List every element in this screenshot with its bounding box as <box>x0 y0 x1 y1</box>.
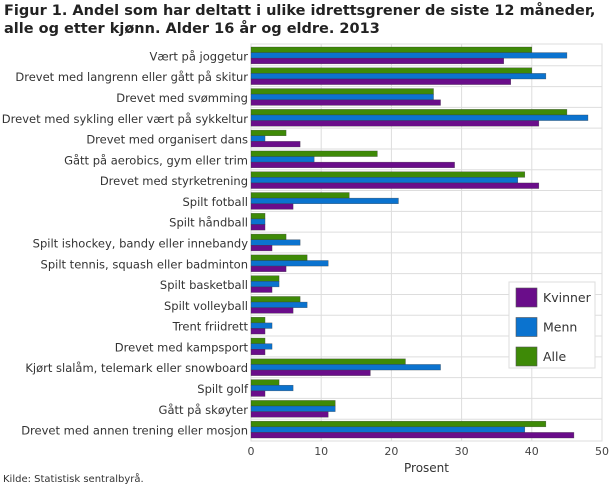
x-tick-label: 20 <box>384 445 398 458</box>
legend-label: Alle <box>543 349 566 364</box>
bar-alle <box>250 88 434 95</box>
bar-alle <box>250 254 308 261</box>
bar-kvinner <box>250 286 273 293</box>
legend-label: Kvinner <box>543 290 592 305</box>
category-label: Drevet med langrenn eller gått på skitur <box>15 70 248 84</box>
bar-menn <box>250 405 336 412</box>
bar-kvinner <box>250 78 511 85</box>
x-tick-label: 30 <box>455 445 469 458</box>
source-note: Kilde: Statistisk sentralbyrå. <box>3 474 144 485</box>
bar-kvinner <box>250 203 294 210</box>
bar-menn <box>250 343 273 350</box>
bar-kvinner <box>250 265 287 272</box>
bar-menn <box>250 239 301 246</box>
bar-kvinner <box>250 182 540 189</box>
bar-alle <box>250 358 406 365</box>
bar-kvinner <box>250 245 273 252</box>
bar-kvinner <box>250 432 575 439</box>
chart-title: Figur 1. Andel som har deltatt i ulike i… <box>4 3 596 37</box>
bar-menn <box>250 281 280 288</box>
bar-alle <box>250 379 280 386</box>
bar-alle <box>250 192 350 199</box>
bar-menn <box>250 322 273 329</box>
legend-swatch-kvinner <box>515 287 538 308</box>
bar-alle <box>250 129 287 137</box>
bar-menn <box>250 260 329 267</box>
legend-swatch-alle <box>515 346 538 367</box>
category-label: Drevet med svømming <box>116 91 248 105</box>
bar-kvinner <box>250 369 371 376</box>
bar-menn <box>250 426 526 433</box>
category-label: Gått på skøyter <box>159 403 249 417</box>
category-label: Spilt golf <box>197 382 249 396</box>
bar-kvinner <box>250 161 455 168</box>
bar-alle <box>250 400 336 407</box>
bar-menn <box>250 197 399 204</box>
bar-alle <box>250 317 266 324</box>
x-tick-label: 10 <box>314 445 328 458</box>
x-tick-label: 40 <box>525 445 539 458</box>
bar-alle <box>250 46 533 53</box>
bar-menn <box>250 114 589 121</box>
bar-alle <box>250 275 280 282</box>
bar-menn <box>250 364 441 371</box>
bar-kvinner <box>250 390 266 397</box>
bar-kvinner <box>250 307 294 314</box>
category-label: Spilt basketball <box>160 278 248 292</box>
bar-alle <box>250 296 301 303</box>
bar-kvinner <box>250 349 266 356</box>
bar-menn <box>250 135 266 142</box>
bar-menn <box>250 218 266 225</box>
x-axis-label: Prosent <box>404 461 449 475</box>
category-label: Spilt tennis, squash eller badminton <box>41 257 248 271</box>
bar-kvinner <box>250 141 301 148</box>
legend-swatch-menn <box>515 317 538 337</box>
category-label: Spilt håndball <box>169 216 248 230</box>
category-label: Drevet med sykling eller vært på sykkelt… <box>2 112 248 126</box>
bar-alle <box>250 109 568 116</box>
bar-kvinner <box>250 328 266 335</box>
bar-menn <box>250 301 308 308</box>
bar-kvinner <box>250 99 441 106</box>
bar-alle <box>250 233 287 240</box>
category-label: Spilt ishockey, bandy eller innebandy <box>33 237 249 251</box>
category-label: Spilt fotball <box>183 195 249 209</box>
bar-alle <box>250 213 266 220</box>
bar-menn <box>250 177 519 184</box>
bar-alle <box>250 420 547 428</box>
bar-kvinner <box>250 120 540 127</box>
category-label: Drevet med styrketrening <box>100 174 248 188</box>
bar-alle <box>250 337 266 344</box>
bar-alle <box>250 171 526 178</box>
category-label: Drevet med annen trening eller mosjon <box>21 424 248 438</box>
category-label: Drevet med kampsport <box>115 340 249 354</box>
category-label: Drevet med organisert dans <box>86 133 248 147</box>
bar-menn <box>250 93 434 101</box>
bar-kvinner <box>250 411 329 418</box>
legend-label: Menn <box>543 320 577 335</box>
bar-kvinner <box>250 57 504 65</box>
x-tick-label: 50 <box>595 445 609 458</box>
bar-menn <box>250 52 568 59</box>
bar-menn <box>250 156 315 163</box>
bar-alle <box>250 67 533 74</box>
category-label: Trent friidrett <box>172 320 249 334</box>
category-label: Gått på aerobics, gym eller trim <box>64 153 248 167</box>
category-label: Kjørt slalåm, telemark eller snowboard <box>25 361 248 375</box>
x-tick-label: 0 <box>248 445 255 458</box>
bar-alle <box>250 150 378 157</box>
category-label: Vært på joggetur <box>150 49 249 63</box>
bar-menn <box>250 73 547 80</box>
category-label: Spilt volleyball <box>164 299 248 313</box>
bar-menn <box>250 384 294 392</box>
bar-kvinner <box>250 224 266 231</box>
